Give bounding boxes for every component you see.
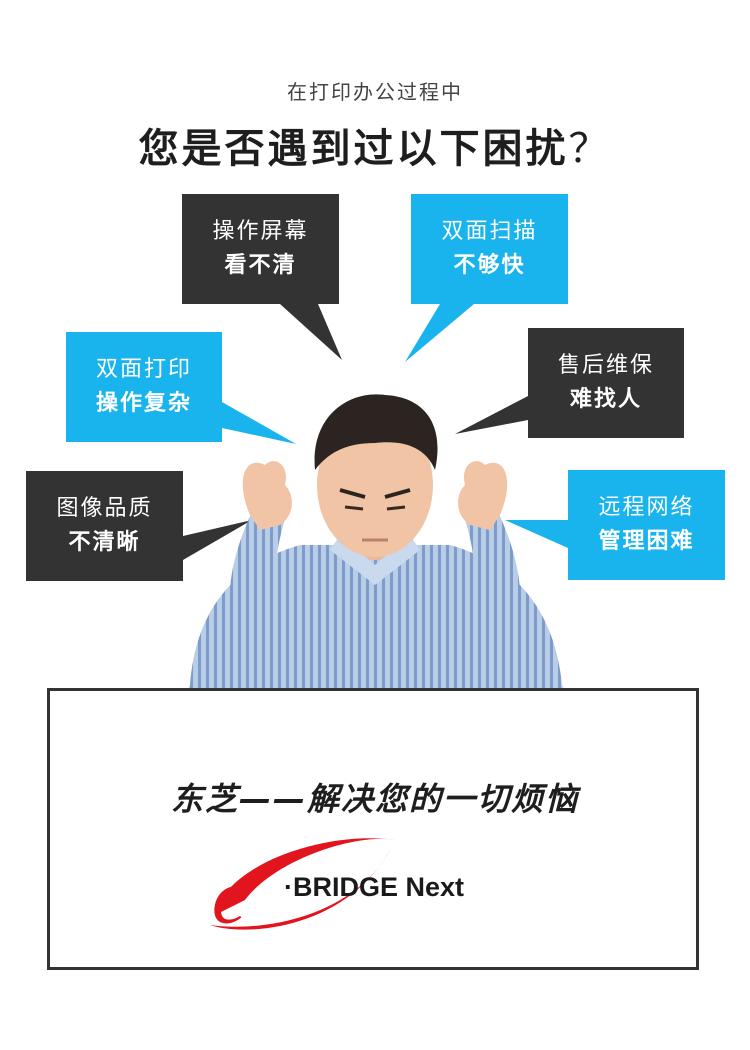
tail-duplex bbox=[222, 402, 296, 444]
tail-screen bbox=[280, 304, 342, 360]
tail-image bbox=[183, 520, 252, 560]
tail-remote bbox=[505, 520, 568, 548]
right-brow bbox=[384, 488, 411, 499]
left-sleeve bbox=[229, 495, 290, 635]
bubble-duplex-print: 双面打印 操作复杂 bbox=[66, 332, 222, 442]
left-brow bbox=[339, 488, 366, 499]
bubble-line1: 图像品质 bbox=[56, 496, 153, 521]
bubble-line2: 不清晰 bbox=[68, 530, 141, 555]
left-eye bbox=[344, 505, 364, 511]
tail-scan bbox=[405, 304, 474, 362]
bubble-line2: 管理困难 bbox=[598, 529, 695, 554]
bubble-remote-network: 远程网络 管理困难 bbox=[568, 470, 725, 580]
bubble-after-sales: 售后维保 难找人 bbox=[528, 328, 684, 438]
right-eye bbox=[386, 505, 406, 511]
bubble-line1: 售后维保 bbox=[557, 353, 654, 378]
slogan: 东芝——解决您的一切烦恼 bbox=[170, 780, 579, 818]
right-sleeve bbox=[460, 495, 521, 635]
bubble-line2: 操作复杂 bbox=[95, 391, 192, 416]
headline-text: 您是否遇到过以下困扰 bbox=[138, 126, 569, 172]
logo-wordmark: ·BRIDGE Next bbox=[284, 872, 465, 902]
bubble-line1: 双面打印 bbox=[95, 357, 192, 382]
bubble-image-quality: 图像品质 不清晰 bbox=[26, 471, 183, 581]
bubble-line1: 双面扫描 bbox=[441, 219, 538, 244]
face bbox=[317, 413, 433, 557]
bubble-operation-screen: 操作屏幕 看不清 bbox=[182, 194, 339, 304]
e-bridge-swoosh-icon bbox=[210, 838, 395, 930]
right-hand bbox=[458, 461, 508, 530]
bubble-line1: 远程网络 bbox=[598, 495, 695, 520]
logo-e-letter: e bbox=[212, 856, 246, 940]
headline: 您是否遇到过以下困扰？ bbox=[0, 116, 750, 174]
bubble-tails bbox=[183, 304, 568, 560]
subtitle: 在打印办公过程中 bbox=[287, 80, 463, 104]
hair bbox=[314, 394, 438, 470]
bubble-duplex-scan: 双面扫描 不够快 bbox=[411, 194, 568, 304]
bubble-line2: 难找人 bbox=[569, 387, 642, 412]
headline-question-mark: ？ bbox=[568, 126, 612, 172]
bubble-line2: 看不清 bbox=[224, 253, 297, 278]
solution-card bbox=[47, 688, 699, 970]
left-hand bbox=[242, 461, 292, 530]
tail-service bbox=[455, 396, 528, 434]
bubble-line2: 不够快 bbox=[453, 253, 526, 278]
bubble-line1: 操作屏幕 bbox=[212, 219, 309, 244]
